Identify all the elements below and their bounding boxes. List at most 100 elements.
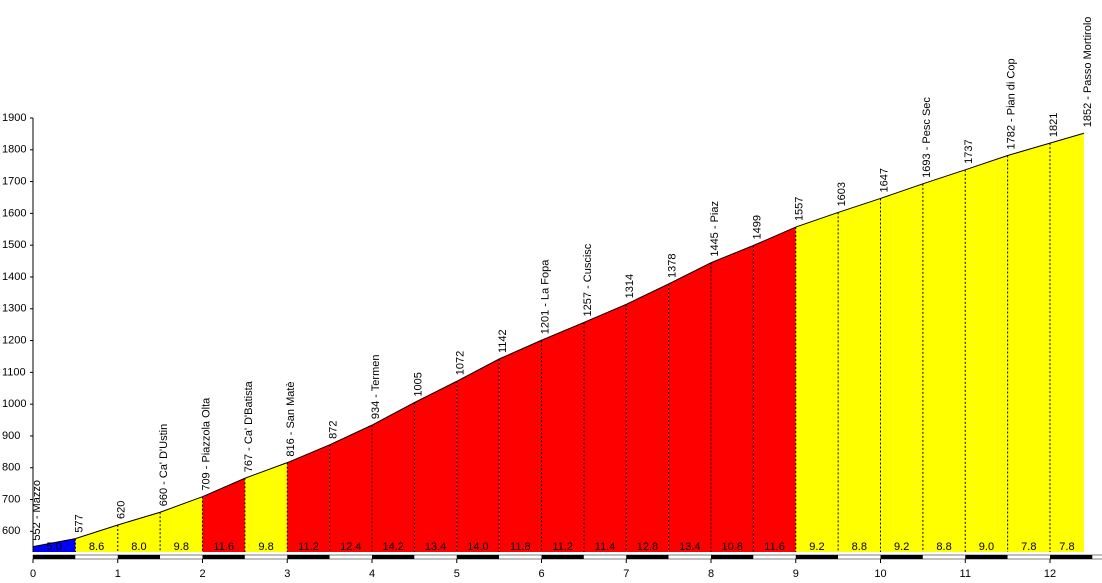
point-label: 1072 [455,351,467,375]
segment-area [626,283,669,552]
segment-area [499,340,542,552]
scale-bar [33,555,76,559]
scale-bar [838,555,881,559]
grade-label: 12.8 [637,541,658,553]
point-label: 552 - Mazzo [31,480,43,541]
segment-area [244,462,288,552]
segment-area [456,359,500,552]
scale-bar [414,555,457,559]
grade-label: 13.4 [679,541,700,553]
point-label: 1445 - Piaz [709,201,721,257]
segment-area [202,478,245,552]
segment-area [668,262,711,552]
scale-bar [753,555,796,559]
y-tick-label: 900 [2,430,20,442]
grade-label: 9.8 [174,541,189,553]
scale-bar [583,555,627,559]
scale-bar [668,555,711,559]
point-label: 1821 [1048,113,1060,137]
point-label: 709 - Piazzola Olta [200,397,212,491]
y-tick-label: 1600 [2,207,26,219]
point-label: 1557 [794,197,806,221]
y-tick-label: 1500 [2,239,26,251]
point-label: 1005 [412,372,424,396]
grade-label: 8.6 [89,541,104,553]
grade-label: 11.6 [213,541,234,553]
x-tick-label: 0 [30,568,36,580]
scale-bar [456,555,500,559]
segment-area [160,496,203,552]
segment-area [414,381,457,552]
scale-bar [287,555,330,559]
point-label: 1378 [667,253,679,277]
point-label: 1693 - Pesc Sec [921,97,933,178]
x-tick-label: 6 [538,568,544,580]
segment-area [33,538,76,552]
grade-label: 12.4 [340,541,361,553]
y-tick-label: 800 [2,462,20,474]
point-label: 1201 - La Fopa [539,259,551,334]
point-label: 1499 [751,215,763,239]
segment-area [795,212,839,552]
point-label: 620 [116,501,128,519]
point-label: 1852 - Passo Mortirolo [1082,17,1094,128]
scale-bar [1092,555,1102,559]
grade-label: 8.8 [852,541,867,553]
point-label: 1737 [963,139,975,163]
scale-bar-edge [32,554,1102,560]
x-tick-label: 7 [623,568,629,580]
scale-bar [965,555,1008,559]
grade-label: 14.0 [467,541,488,553]
scale-bar [117,555,161,559]
segment-area [372,402,415,552]
y-tick-label: 700 [2,493,20,505]
segment-area [880,183,923,553]
point-label: 1257 - Cuscisc [582,243,594,316]
segment-area [75,524,118,552]
x-tick-label: 2 [199,568,205,580]
x-tick-label: 3 [284,568,290,580]
grade-label: 9.2 [809,541,824,553]
segment-area [287,444,330,552]
y-tick-label: 1800 [2,144,26,156]
x-tick-label: 4 [369,568,375,580]
y-tick-label: 1000 [2,398,26,410]
grade-label: 11.8 [510,541,531,553]
scale-bar [880,555,923,559]
grade-label: 11.2 [298,541,319,553]
grade-label: 9.2 [894,541,909,553]
grade-label: 9.8 [258,541,273,553]
point-label: 577 [73,514,85,532]
point-label: 1647 [878,168,890,192]
grade-label: 8.8 [936,541,951,553]
point-label: 1603 [836,182,848,206]
point-label: 1142 [497,329,509,353]
x-tick-label: 9 [793,568,799,580]
segment-area [838,198,881,552]
scale-bar [541,555,584,559]
y-tick-label: 1400 [2,271,26,283]
scale-bar [1050,555,1093,559]
x-tick-label: 1 [115,568,121,580]
grade-label: 14.2 [382,541,403,553]
point-label: 660 - Ca' D'Ustin [158,424,170,506]
scale-bar [711,555,754,559]
y-tick-label: 1200 [2,334,26,346]
scale-bar [1007,555,1050,559]
segment-area [922,169,966,553]
x-tick-label: 8 [708,568,714,580]
grade-label: 11.6 [764,541,785,553]
segment-area [541,322,584,552]
y-tick-label: 1100 [2,366,26,378]
grade-label: 7.8 [1059,541,1074,553]
scale-bar [160,555,203,559]
segment-area [583,304,627,552]
y-tick-label: 600 [2,525,20,537]
point-label: 934 - Termen [370,355,382,420]
y-tick-label: 1700 [2,175,26,187]
x-tick-label: 11 [960,568,971,580]
grade-label: 5.0 [47,541,62,553]
segment-area [711,245,754,552]
grade-label: 7.8 [1021,541,1036,553]
scale-bar [372,555,415,559]
